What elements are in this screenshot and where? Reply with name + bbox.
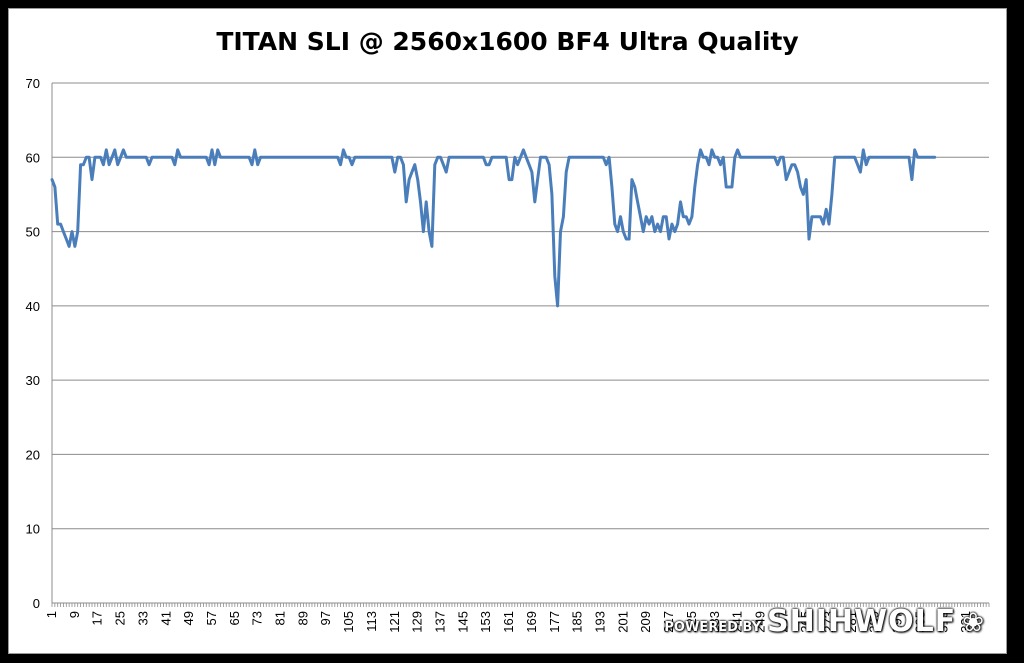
x-tick-label: 97 bbox=[318, 611, 333, 625]
y-tick-label: 70 bbox=[26, 76, 40, 91]
x-tick-label: 105 bbox=[341, 611, 356, 633]
x-tick-label: 297 bbox=[890, 611, 905, 633]
x-tick-label: 321 bbox=[958, 611, 973, 633]
x-tick-label: 57 bbox=[204, 611, 219, 625]
watermark: POWERED BY SHIHWOLF ❀ bbox=[664, 604, 984, 639]
line-chart: 0 10 20 30 40 50 60 70 1 9 17 25 33 41 49 57 65 73 81 89 97 1… bbox=[26, 76, 990, 633]
x-tick-label: 161 bbox=[501, 611, 516, 633]
x-tick-label: 17 bbox=[90, 611, 105, 625]
x-tick-label: 209 bbox=[638, 611, 653, 633]
x-tick-label: 65 bbox=[227, 611, 242, 625]
x-tick-label: 185 bbox=[570, 611, 585, 633]
x-tick-label: 201 bbox=[615, 611, 630, 633]
y-tick-label: 60 bbox=[26, 150, 40, 165]
x-tick-label: 113 bbox=[364, 611, 379, 632]
x-tick-label: 193 bbox=[592, 611, 607, 633]
x-tick-label: 49 bbox=[181, 611, 196, 625]
x-tick-label: 233 bbox=[707, 611, 722, 633]
x-tick-label: 313 bbox=[935, 611, 950, 633]
chart-title: TITAN SLI @ 2560x1600 BF4 Ultra Quality bbox=[216, 27, 799, 56]
watermark-name: SHIHWOLF bbox=[767, 604, 957, 639]
x-tick-label: 273 bbox=[821, 611, 836, 633]
watermark-powered-text: POWERED BY bbox=[664, 620, 762, 635]
x-tick-label: 9 bbox=[67, 611, 82, 618]
x-tick-label: 81 bbox=[273, 611, 288, 625]
y-tick-label: 0 bbox=[33, 596, 40, 611]
x-tick-label: 41 bbox=[158, 611, 173, 625]
y-tick-label: 50 bbox=[26, 225, 40, 240]
x-tick-label: 121 bbox=[387, 611, 402, 633]
x-tick-label: 265 bbox=[798, 611, 813, 633]
chart-frame: TITAN SLI @ 2560x1600 BF4 Ultra Quality … bbox=[8, 8, 1007, 654]
x-tick-label: 145 bbox=[455, 611, 470, 633]
x-tick-label: 289 bbox=[867, 611, 882, 633]
x-tick-label: 249 bbox=[752, 611, 767, 633]
x-tick-label: 225 bbox=[684, 611, 699, 633]
x-tick-label: 1 bbox=[44, 611, 59, 618]
x-tick-label: 73 bbox=[250, 611, 265, 625]
paw-icon: ❀ bbox=[962, 608, 984, 638]
x-tick-label: 153 bbox=[478, 611, 493, 633]
x-tick-label: 25 bbox=[113, 611, 128, 625]
x-tick-label: 177 bbox=[547, 611, 562, 633]
x-tick-label: 169 bbox=[524, 611, 539, 633]
x-tick-label: 129 bbox=[410, 611, 425, 633]
y-tick-label: 40 bbox=[26, 299, 40, 314]
x-tick-label: 137 bbox=[433, 611, 448, 633]
series-line-1 bbox=[50, 148, 937, 308]
x-tick-label: 33 bbox=[135, 611, 150, 625]
x-tick-label: 217 bbox=[661, 611, 676, 633]
x-tick-label: 281 bbox=[844, 611, 859, 633]
x-tick-label: 89 bbox=[295, 611, 310, 625]
y-tick-label: 30 bbox=[26, 373, 40, 388]
x-tick-label: 257 bbox=[775, 611, 790, 633]
y-tick-label: 20 bbox=[26, 447, 40, 462]
x-tick-label: 241 bbox=[730, 611, 745, 633]
y-tick-label: 10 bbox=[26, 522, 40, 537]
x-tick-label: 305 bbox=[912, 611, 927, 633]
